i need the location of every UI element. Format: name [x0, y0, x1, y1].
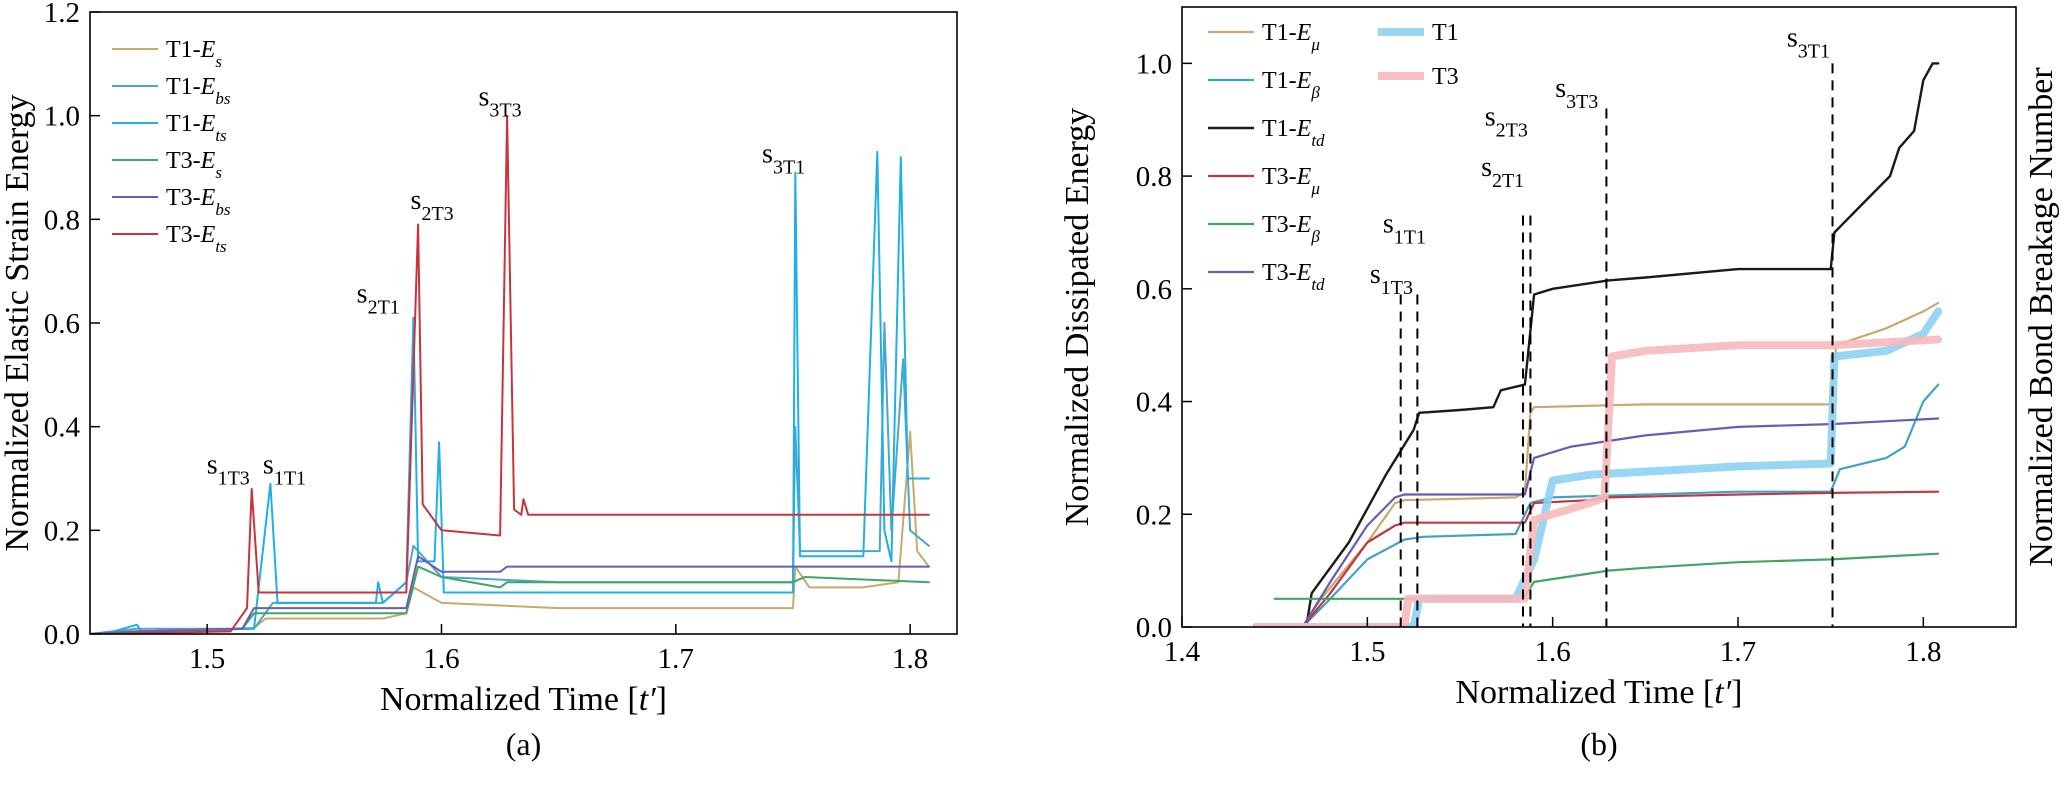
- series-group: [90, 114, 930, 634]
- x-tick-label: 1.7: [1720, 636, 1756, 668]
- y-tick-label: 1.2: [44, 0, 80, 29]
- y-tick-label: 0.0: [1136, 612, 1172, 644]
- y-tick-label: 0.8: [44, 204, 80, 236]
- panel-label: (a): [506, 726, 542, 762]
- annotation-s1T3: s1T3: [207, 449, 250, 489]
- series-line-t3ets: [90, 114, 930, 634]
- legend-label-t3ebeta: T3-Eβ: [1262, 212, 1320, 246]
- annotation-s1T1: s1T1: [1383, 208, 1426, 248]
- annotation-s2T3: s2T3: [1485, 101, 1528, 141]
- y-axis-label: Normalized Dissipated Energy: [1059, 108, 1096, 527]
- chart-b: 1.4 1.5 1.6 1.7 1.8 0.0 0.2 0.4 0.6 0.8 1.0 Normali…: [1059, 6, 2060, 762]
- x-axis-label: Normalized Time [t′]: [1456, 674, 1743, 711]
- series-line-t3emu: [1255, 490, 1940, 627]
- y-tick-label: 0.2: [44, 515, 80, 547]
- legend-label-t3etd: T3-Etd: [1262, 260, 1325, 294]
- y-tick-label: 0.4: [1136, 387, 1173, 419]
- y-tick-label: 1.0: [44, 101, 80, 133]
- series-group: [1252, 62, 1943, 627]
- y-tick-label: 1.0: [1136, 48, 1172, 80]
- series-line-t3: [1252, 335, 1943, 627]
- x-tick-label: 1.8: [892, 643, 928, 675]
- legend-label-t1ets: T1-Ets: [166, 111, 227, 145]
- x-tick-label: 1.8: [1905, 636, 1941, 668]
- legend-label-t3: T3: [1432, 64, 1459, 90]
- x-tick-label: 1.5: [1349, 636, 1385, 668]
- legend-label-t3ets: T3-Ets: [166, 222, 227, 256]
- annotation-s2T1: s2T1: [1481, 152, 1524, 192]
- legend-label-t1emu: T1-Eμ: [1262, 20, 1320, 54]
- annotation-s3T3: s3T3: [479, 81, 522, 121]
- x-tick-label: 1.4: [1164, 636, 1201, 668]
- series-line-t3ebs: [90, 555, 930, 634]
- x-axis-label: Normalized Time [t′]: [380, 681, 667, 718]
- legend-label-t1ebeta: T1-Eβ: [1262, 68, 1320, 102]
- series-line-t1: [1252, 307, 1943, 627]
- legend-label-t3es: T3-Es: [166, 148, 222, 182]
- plot-frame: [1181, 6, 2017, 628]
- x-tick-label: 1.5: [189, 643, 225, 675]
- y-tick-label: 0.4: [44, 412, 81, 444]
- chart-a: 1.5 1.6 1.7 1.8 0.0 0.2 0.4 0.6 0.8 1.0 1.2 Normali…: [0, 0, 958, 762]
- y-tick-label: 0.8: [1136, 161, 1172, 193]
- y-axis-label: Normalized Elastic Strain Energy: [0, 94, 36, 551]
- annotation-s2T3: s2T3: [411, 185, 454, 225]
- panel-label: (b): [1580, 726, 1617, 762]
- annotation-s1T3: s1T3: [1370, 259, 1413, 299]
- series-line-t1ets: [90, 150, 930, 634]
- annotation-s1T1: s1T1: [263, 449, 306, 489]
- y2-axis-label: Normalized Bond Breakage Number: [2023, 67, 2060, 567]
- annotation-s2T1: s2T1: [357, 278, 400, 318]
- x-tick-label: 1.6: [423, 643, 459, 675]
- series-line-t1etd: [1254, 62, 1940, 627]
- legend-label-t3ebs: T3-Ebs: [166, 185, 231, 219]
- legend-label-t1etd: T1-Etd: [1262, 116, 1325, 150]
- legend-label-t1es: T1-Es: [166, 37, 222, 71]
- annotation-s3T3: s3T3: [1555, 73, 1598, 113]
- y-tick-label: 0.6: [44, 308, 80, 340]
- y-tick-label: 0.6: [1136, 274, 1172, 306]
- y-tick-label: 0.0: [44, 619, 80, 651]
- series-line-t3es: [90, 565, 930, 634]
- y-tick-label: 0.2: [1136, 499, 1172, 531]
- legend-label-t3emu: T3-Eμ: [1262, 164, 1320, 198]
- annotation-s3T1: s3T1: [1787, 22, 1830, 62]
- x-tick-label: 1.6: [1535, 636, 1571, 668]
- series-line-t1emu: [1255, 301, 1940, 627]
- x-tick-label: 1.7: [658, 643, 694, 675]
- annotation-s3T1: s3T1: [762, 138, 805, 178]
- legend-label-t1: T1: [1432, 20, 1459, 46]
- legend-label-t1ebs: T1-Ebs: [166, 74, 231, 108]
